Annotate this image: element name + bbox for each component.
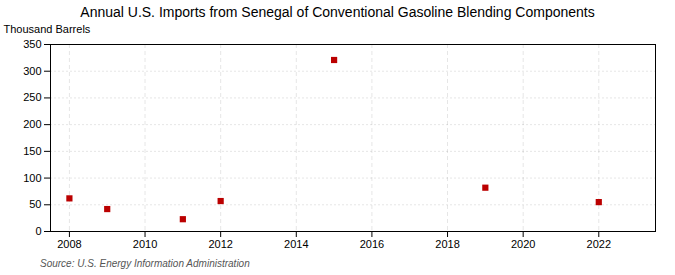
svg-text:300: 300: [23, 65, 41, 77]
svg-text:250: 250: [23, 91, 41, 103]
html-text:Source: U.S. Energy Informatio: Source: U.S. Energy Information Administ…: [40, 258, 250, 269]
svg-text:150: 150: [23, 145, 41, 157]
svg-text:Thousand Barrels: Thousand Barrels: [4, 23, 91, 35]
svg-text:100: 100: [23, 172, 41, 184]
svg-text:2014: 2014: [284, 238, 308, 250]
svg-text:2008: 2008: [57, 238, 81, 250]
svg-text:2018: 2018: [435, 238, 459, 250]
svg-text:2022: 2022: [587, 238, 611, 250]
html-text:Annual U.S. Imports from Seneg: Annual U.S. Imports from Senegal of Conv…: [80, 4, 595, 20]
svg-text:0: 0: [35, 225, 41, 237]
svg-text:200: 200: [23, 118, 41, 130]
svg-text:2016: 2016: [360, 238, 384, 250]
svg-text:2012: 2012: [208, 238, 232, 250]
svg-text:350: 350: [23, 38, 41, 50]
svg-text:2020: 2020: [511, 238, 535, 250]
svg-text:2010: 2010: [133, 238, 157, 250]
svg-text:50: 50: [29, 198, 41, 210]
